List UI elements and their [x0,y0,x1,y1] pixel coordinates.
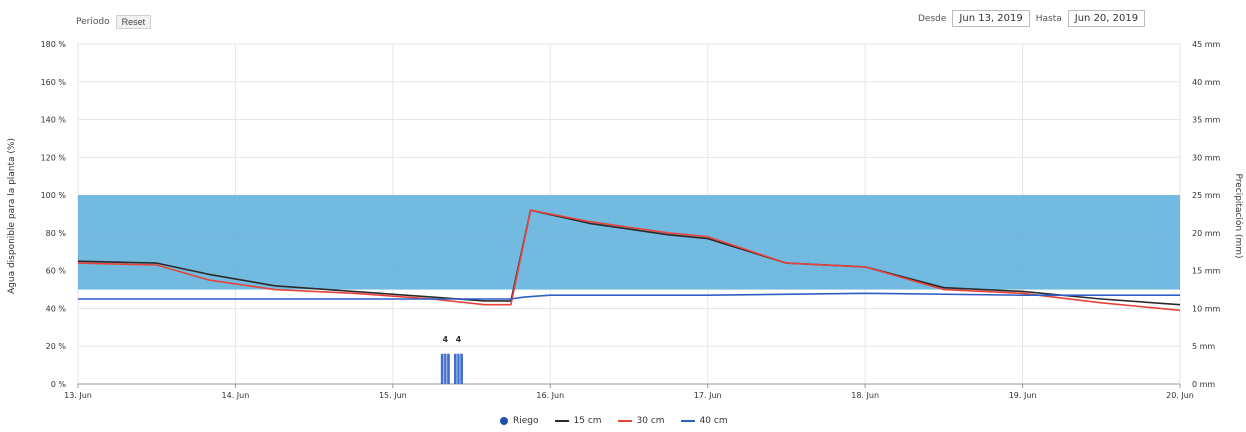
x-tick-label: 15. Jun [379,391,407,400]
x-tick-label: 13. Jun [64,391,92,400]
y2-tick-label: 35 mm [1192,116,1221,125]
y2-axis-title: Precipitación (mm) [1233,173,1244,258]
y-tick-label: 180 % [41,40,67,49]
reset-button[interactable]: Reset [115,15,152,29]
legend-swatch-30-cm [617,420,632,422]
x-tick-label: 16. Jun [536,391,564,400]
y-tick-label: 140 % [41,116,67,125]
y-axis-title: Agua disponible para la planta (%) [7,138,17,294]
desde-date-input[interactable]: Jun 13, 2019 [952,10,1030,27]
chart-legend: Riego 15 cm 30 cm 40 cm [500,416,728,426]
y2-tick-label: 25 mm [1192,191,1221,200]
series-line-30-cm [77,209,1181,312]
legend-swatch-40-cm [680,420,695,422]
y-tick-label: 80 % [46,229,67,238]
y-tick-label: 20 % [46,342,67,351]
y-axis-left: 0 % 20 % 40 % 60 % 80 % 100 % 120 % 140 % 160 % 1… [41,40,67,389]
hasta-label: Hasta [1035,13,1062,24]
y-axis-right: 0 mm 5 mm 10 mm 15 mm 20 mm 25 mm 30 mm 35 mm 40… [1192,40,1221,389]
x-tick-label: 20. Jun [1166,391,1194,400]
y2-tick-label: 45 mm [1192,40,1221,49]
legend-item-40-cm[interactable]: 40 cm [680,416,728,426]
y-tick-label: 120 % [41,153,67,162]
hasta-date-input[interactable]: Jun 20, 2019 [1067,10,1146,27]
legend-label-15-cm: 15 cm [573,416,602,426]
legend-label-40-cm: 40 cm [699,416,728,426]
legend-item-30-cm[interactable]: 30 cm [617,416,665,426]
legend-item-15-cm[interactable]: 15 cm [554,416,602,426]
y-tick-label: 160 % [41,78,67,87]
desde-label: Desde [918,13,947,24]
date-range-selector: Desde Jun 13, 2019 Hasta Jun 20, 2019 [918,10,1146,27]
y2-tick-label: 40 mm [1192,78,1221,87]
periodo-toolbar: Periodo Reset [76,15,152,29]
legend-swatch-riego [500,417,508,425]
series-line-15-cm [77,209,1181,306]
optimal-band-rect [78,195,1180,290]
riego-bar [453,353,463,384]
series-lines [77,209,1181,312]
optimal-band [78,195,1180,290]
y2-tick-label: 0 mm [1192,380,1215,389]
riego-bar [440,353,450,384]
y-tick-label: 60 % [46,267,67,276]
series-line-40-cm [78,292,1180,300]
y-tick-label: 0 % [51,380,67,389]
riego-bar-label: 4 [456,335,462,344]
legend-label-riego: Riego [513,416,539,426]
x-axis: 13. Jun 14. Jun 15. Jun 16. Jun 17. Jun 18. J… [64,383,1194,400]
y2-tick-label: 20 mm [1192,229,1221,238]
x-tick-label: 14. Jun [222,391,250,400]
x-tick-label: 18. Jun [851,391,879,400]
y-tick-label: 100 % [41,191,67,200]
y-tick-label: 40 % [46,304,67,313]
x-tick-label: 19. Jun [1009,391,1037,400]
riego-bar-label: 4 [443,335,449,344]
y2-tick-label: 5 mm [1192,342,1215,351]
legend-swatch-15-cm [554,420,569,422]
y2-tick-label: 15 mm [1192,267,1221,276]
legend-label-30-cm: 30 cm [636,416,665,426]
y2-tick-label: 10 mm [1192,304,1221,313]
y2-tick-label: 30 mm [1192,153,1221,162]
x-tick-label: 17. Jun [694,391,722,400]
periodo-label: Periodo [76,17,110,27]
legend-item-riego[interactable]: Riego [500,416,539,426]
